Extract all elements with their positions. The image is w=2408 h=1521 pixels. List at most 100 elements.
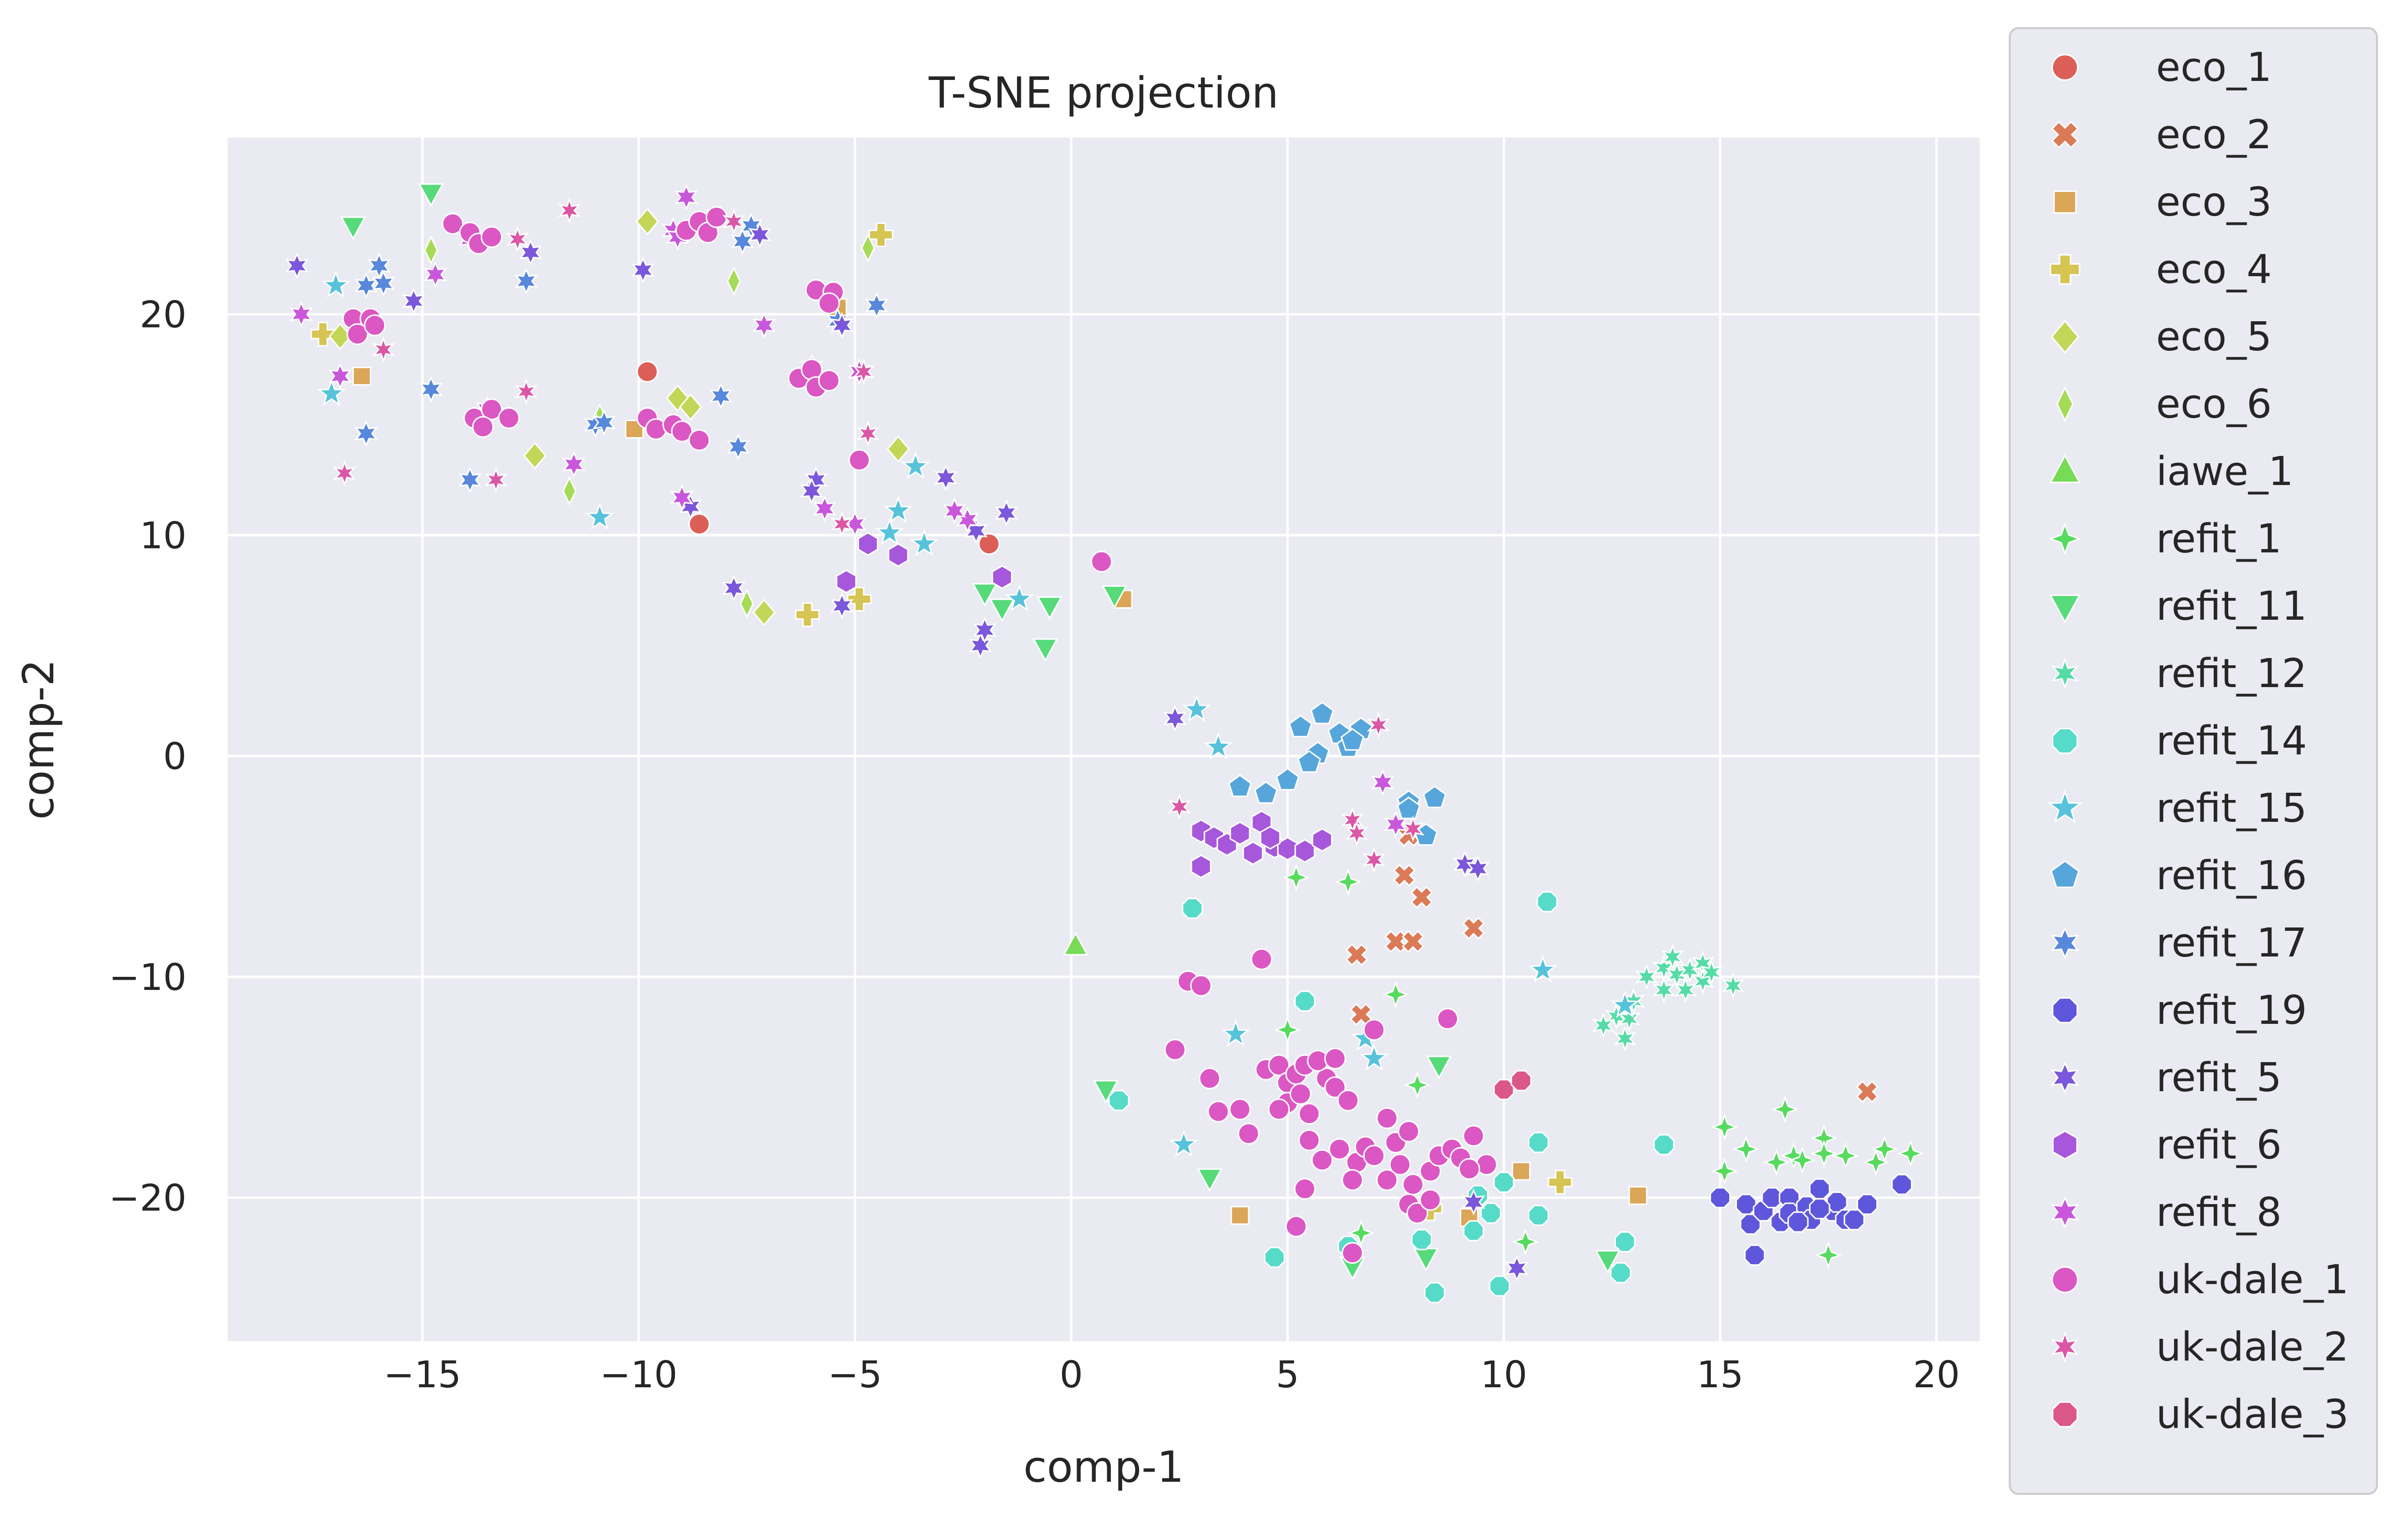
point-refit_15 xyxy=(875,517,904,546)
y-tick-label: 0 xyxy=(163,735,187,778)
point-uk-dale_2 xyxy=(1362,846,1386,873)
point-eco_2 xyxy=(1349,1003,1373,1026)
legend-label: refit_8 xyxy=(2156,1190,2282,1236)
chart-title: T-SNE projection xyxy=(928,68,1279,118)
x-tick-label: −5 xyxy=(828,1353,882,1396)
point-uk-dale_1 xyxy=(364,314,386,336)
x-tick-label: 15 xyxy=(1697,1353,1744,1396)
point-refit_16 xyxy=(1228,774,1252,797)
point-refit_8 xyxy=(562,451,586,478)
legend-item-refit_14: refit_14 xyxy=(2052,718,2307,764)
legend-item-eco_3: eco_3 xyxy=(2053,179,2272,225)
legend-label: refit_14 xyxy=(2156,718,2307,764)
y-tick-label: 10 xyxy=(140,514,187,557)
point-refit_15 xyxy=(585,502,614,530)
point-uk-dale_1 xyxy=(688,429,710,451)
point-refit_8 xyxy=(328,362,352,390)
point-refit_15 xyxy=(883,495,913,523)
point-eco_2 xyxy=(1402,930,1424,953)
y-axis-label: comp-2 xyxy=(14,659,63,820)
legend-items: eco_1 eco_2 eco_3 eco_4 eco_5 eco_6 iawe_1refi… xyxy=(2047,45,2349,1438)
point-uk-dale_1 xyxy=(818,369,840,392)
legend-marker-eco_1 xyxy=(2051,54,2079,81)
legend-item-refit_5: refit_5 xyxy=(2050,1055,2282,1101)
point-uk-dale_1 xyxy=(1207,1100,1230,1123)
point-refit_14 xyxy=(1489,1275,1510,1297)
point-refit_15 xyxy=(1610,990,1640,1018)
legend: eco_1 eco_2 eco_3 eco_4 eco_5 eco_6 iawe_1refi… xyxy=(2009,27,2378,1495)
point-refit_12 xyxy=(1652,976,1676,1004)
point-uk-dale_1 xyxy=(1237,1123,1260,1145)
legend-marker-refit_1 xyxy=(2048,522,2082,556)
point-refit_11 xyxy=(418,183,444,207)
point-refit_17 xyxy=(372,270,395,297)
point-refit_6 xyxy=(1242,841,1264,865)
x-tick-label: −10 xyxy=(600,1353,677,1396)
point-refit_5 xyxy=(934,464,958,491)
point-refit_1 xyxy=(1710,1113,1738,1141)
legend-marker-refit_15 xyxy=(2047,789,2083,823)
legend-marker-refit_19 xyxy=(2052,997,2078,1023)
point-uk-dale_3 xyxy=(1510,1070,1532,1091)
point-refit_5 xyxy=(518,239,543,266)
legend-marker-refit_8 xyxy=(2050,1196,2080,1229)
legend-label: refit_5 xyxy=(2156,1055,2282,1101)
point-refit_15 xyxy=(1004,584,1034,612)
legend-label: refit_11 xyxy=(2156,583,2307,629)
point-refit_1 xyxy=(1810,1140,1838,1168)
legend-label: refit_16 xyxy=(2156,853,2307,899)
point-eco_2 xyxy=(1856,1080,1879,1103)
point-refit_1 xyxy=(1334,868,1362,896)
point-refit_6 xyxy=(1190,854,1212,878)
legend-label: uk-dale_1 xyxy=(2156,1257,2349,1303)
point-eco_1 xyxy=(688,513,710,535)
point-eco_1 xyxy=(636,361,658,383)
point-refit_11 xyxy=(1197,1168,1223,1192)
point-refit_8 xyxy=(1371,769,1394,796)
point-uk-dale_1 xyxy=(1329,1138,1351,1160)
point-uk-dale_1 xyxy=(1251,948,1273,971)
series-refit_6 xyxy=(836,532,1333,878)
point-refit_14 xyxy=(1182,897,1203,919)
legend-marker-eco_3 xyxy=(2053,190,2077,214)
point-refit_14 xyxy=(1411,1229,1433,1251)
legend-marker-refit_11 xyxy=(2049,595,2081,624)
point-uk-dale_2 xyxy=(506,226,530,253)
legend-item-refit_16: refit_16 xyxy=(2050,853,2307,899)
point-eco_3 xyxy=(352,366,372,386)
point-refit_8 xyxy=(289,300,313,328)
point-refit_19 xyxy=(1709,1187,1731,1208)
point-refit_6 xyxy=(1312,828,1333,852)
point-uk-dale_2 xyxy=(856,420,880,447)
x-tick-label: −15 xyxy=(384,1353,461,1396)
series-eco_1 xyxy=(636,361,1000,555)
legend-marker-refit_12 xyxy=(2051,657,2079,690)
point-refit_11 xyxy=(1595,1250,1621,1274)
legend-label: eco_5 xyxy=(2156,314,2272,360)
point-refit_6 xyxy=(1294,839,1315,863)
point-refit_5 xyxy=(285,252,309,280)
point-refit_8 xyxy=(670,484,694,511)
point-refit_6 xyxy=(836,569,857,594)
point-refit_14 xyxy=(1463,1220,1485,1241)
point-iawe_1 xyxy=(1063,932,1089,956)
point-refit_1 xyxy=(1896,1140,1924,1168)
point-uk-dale_1 xyxy=(1324,1076,1346,1098)
point-refit_17 xyxy=(458,466,482,494)
legend-item-eco_4: eco_4 xyxy=(2049,247,2272,293)
point-refit_14 xyxy=(1653,1134,1675,1156)
point-refit_17 xyxy=(865,292,889,319)
point-uk-dale_1 xyxy=(1298,1129,1320,1151)
point-uk-dale_1 xyxy=(481,398,503,421)
point-refit_1 xyxy=(1512,1228,1539,1256)
legend-item-eco_1: eco_1 xyxy=(2051,45,2272,91)
point-refit_1 xyxy=(1762,1148,1790,1176)
point-refit_1 xyxy=(1771,1095,1799,1123)
point-refit_8 xyxy=(843,510,867,538)
point-refit_15 xyxy=(1204,732,1233,760)
point-refit_6 xyxy=(1229,821,1251,846)
point-uk-dale_2 xyxy=(1401,815,1425,843)
point-refit_16 xyxy=(1254,781,1278,804)
point-uk-dale_2 xyxy=(372,336,395,363)
